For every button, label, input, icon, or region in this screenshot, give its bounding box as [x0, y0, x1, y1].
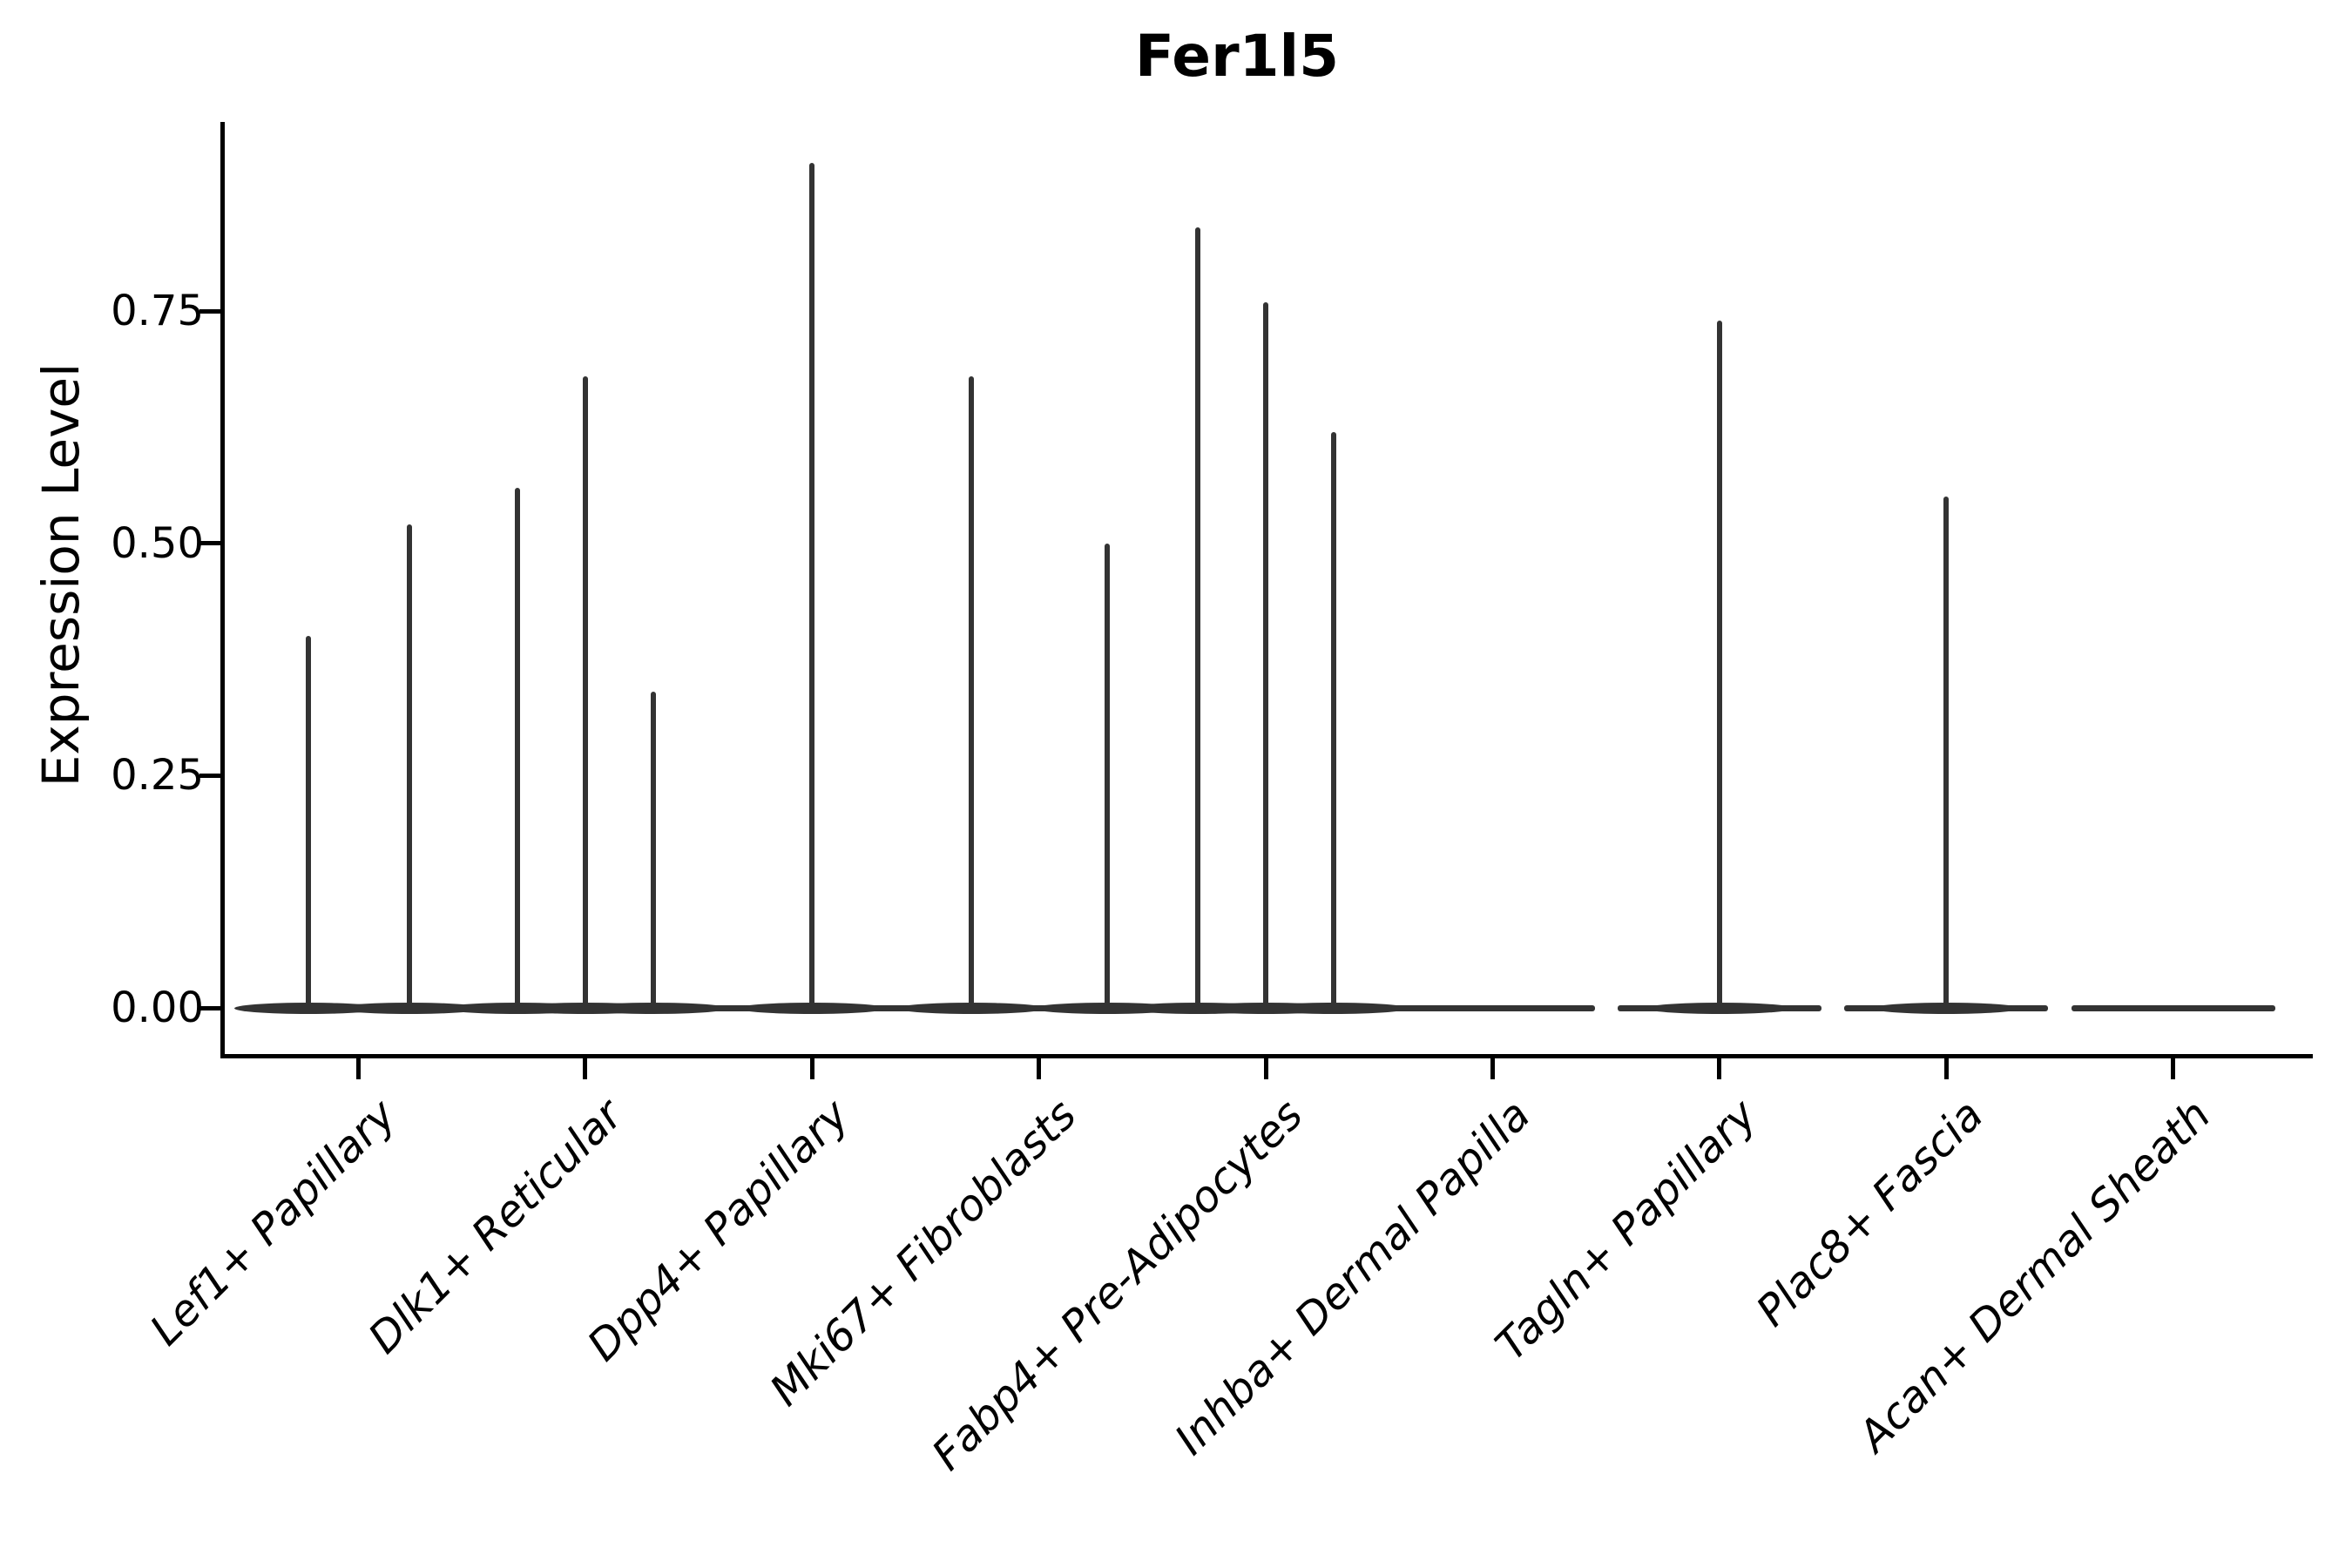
x-tick [356, 1058, 361, 1079]
x-tick-label: Tagln+ Papillary [1485, 1090, 1767, 1370]
x-tick [1717, 1058, 1722, 1079]
y-tick [199, 541, 220, 546]
y-tick-label: 0.00 [111, 983, 204, 1032]
violin-spike [650, 692, 656, 1008]
violin-baseline [1390, 1004, 1595, 1011]
violin-spike [1716, 320, 1722, 1008]
violin-base-swell [578, 1002, 727, 1014]
violin-spike [582, 375, 588, 1008]
chart-title: Fer1l5 [1134, 23, 1340, 90]
violin-spike [305, 636, 311, 1008]
violin-base-swell [335, 1002, 483, 1014]
violin-spike [1195, 227, 1201, 1008]
x-tick-label: Dlk1+ Reticular [359, 1090, 632, 1363]
x-tick [583, 1058, 588, 1079]
x-tick-label: Acan+ Dermal Sheath [1848, 1090, 2220, 1462]
violin-spike [514, 487, 520, 1008]
x-tick [1943, 1058, 1949, 1079]
y-tick [199, 1005, 220, 1010]
violin-base-swell [1260, 1002, 1409, 1014]
x-tick [1490, 1058, 1495, 1079]
y-tick [199, 773, 220, 778]
violin-spike [1263, 301, 1269, 1008]
violin-spike [1943, 497, 1950, 1008]
x-tick [809, 1058, 814, 1079]
y-tick-label: 0.50 [111, 518, 204, 568]
x-tick [2171, 1058, 2176, 1079]
x-tick-label: Fabp4+ Pre-Adipocytes [923, 1090, 1313, 1480]
y-axis-spine [220, 122, 225, 1058]
y-tick [199, 308, 220, 314]
violin-spike [968, 375, 974, 1008]
x-axis-spine [220, 1054, 2313, 1058]
x-tick [1263, 1058, 1268, 1079]
violin-base-swell [1645, 1002, 1794, 1014]
violin-base-swell [896, 1002, 1045, 1014]
violin-base-swell [1872, 1002, 2021, 1014]
x-tick [1037, 1058, 1042, 1079]
violin-base-swell [738, 1002, 887, 1014]
y-tick-label: 0.75 [111, 287, 204, 336]
y-tick-label: 0.25 [111, 751, 204, 801]
violin-spike [809, 162, 815, 1008]
violin-spike [1331, 431, 1337, 1008]
violin-spike [406, 524, 412, 1008]
x-tick-label: Mki67+ Fibroblasts [760, 1090, 1086, 1416]
x-tick-label: Dpp4+ Papillary [578, 1090, 859, 1371]
violin-spike [1104, 543, 1110, 1008]
violin-baseline [2071, 1004, 2275, 1011]
x-tick-label: Inhba+ Dermal Papilla [1165, 1090, 1540, 1465]
x-tick-label: Plac8+ Fascia [1747, 1090, 1993, 1336]
